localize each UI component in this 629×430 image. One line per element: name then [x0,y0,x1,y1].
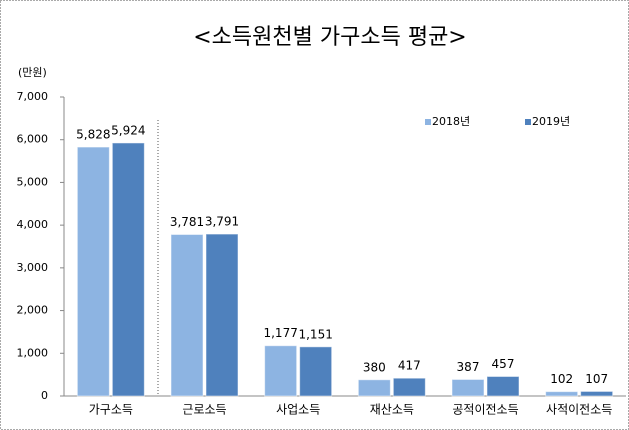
value-label: 1,151 [298,327,332,341]
bar [580,390,614,397]
bar [264,345,298,397]
legend-swatch [525,119,531,125]
value-label: 107 [585,372,608,386]
y-tick-label: 6,000 [17,133,49,146]
y-tick-label: 2,000 [17,304,49,317]
bar [111,142,145,397]
x-tick-label: 가구소득 [89,403,133,417]
bar [357,379,391,397]
value-label: 3,781 [170,215,204,229]
value-label: 1,177 [263,326,297,340]
y-tick-label: 5,000 [17,175,49,188]
bar [545,391,579,397]
legend-swatch [425,119,431,125]
bar [299,346,333,397]
value-label: 5,828 [76,128,110,142]
x-tick-label: 공적이전소득 [452,403,518,417]
y-tick-label: 3,000 [17,261,49,274]
value-label: 102 [550,372,573,386]
y-tick-label: 4,000 [17,218,49,231]
bar [451,378,485,397]
x-tick-label: 사적이전소득 [546,403,612,417]
value-label: 3,791 [205,215,239,229]
legend-label: 2019년 [532,115,570,128]
y-tick-label: 7,000 [17,90,49,103]
y-tick-label: 1,000 [17,346,49,359]
bar [170,233,204,397]
bar [486,375,520,397]
value-label: 380 [363,360,386,374]
value-label: 387 [457,360,480,374]
value-label: 5,924 [111,123,145,137]
x-tick-label: 사업소득 [276,403,320,417]
legend-label: 2018년 [432,115,470,128]
y-tick-label: 0 [41,389,48,402]
x-tick-label: 재산소득 [370,403,414,417]
x-tick-label: 근로소득 [182,403,226,417]
value-label: 417 [398,359,421,373]
value-label: 457 [492,357,515,371]
bar [76,146,110,397]
unit-label: (만원) [18,66,47,79]
chart-title: <소득원천별 가구소득 평균> [193,25,467,50]
bar [205,233,239,397]
bar [392,377,426,397]
